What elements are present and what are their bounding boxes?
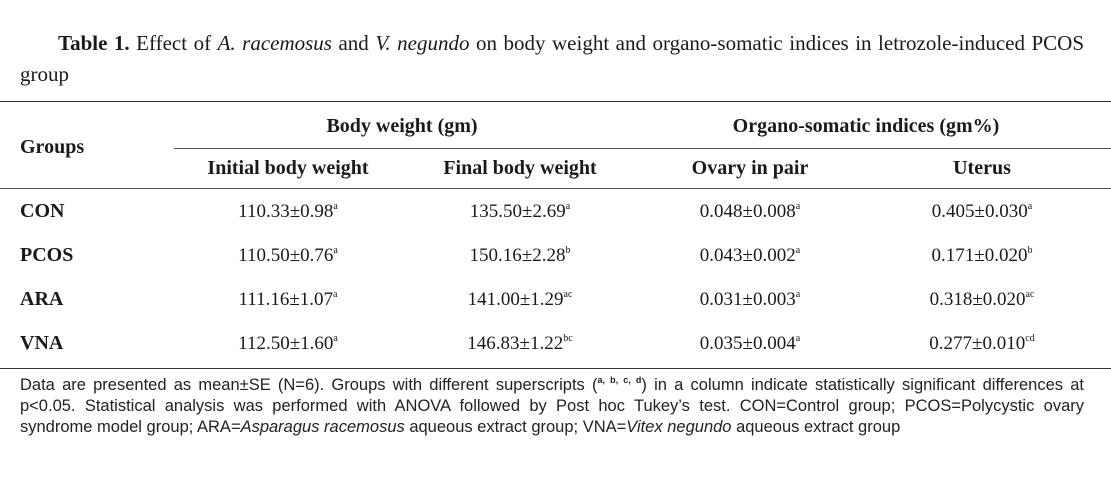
table-cell: 150.16±2.28b <box>469 245 571 266</box>
species-name: Vitex negundo <box>626 418 732 436</box>
body-weight-header: Body weight (gm) <box>326 115 478 137</box>
table-cell: 141.00±1.29ac <box>467 289 573 310</box>
table-cell: 135.50±2.69a <box>469 201 571 222</box>
caption-text: and <box>331 31 376 55</box>
table-cell: 112.50±1.60a <box>238 333 338 354</box>
table-cell: 146.83±1.22bc <box>467 333 573 354</box>
table-footnote: Data are presented as mean±SE (N=6). Gro… <box>20 375 1084 437</box>
caption-species-2: V. negundo <box>375 31 470 55</box>
superscript-key: a, b, c, d <box>597 375 642 385</box>
col-ovary-in-pair: Ovary in pair <box>691 157 809 179</box>
col-uterus: Uterus <box>953 157 1011 179</box>
table-cell: 110.33±0.98a <box>238 201 338 222</box>
table-cell: 0.035±0.004a <box>699 333 801 354</box>
species-name: Asparagus racemosus <box>240 418 405 436</box>
row-label: VNA <box>20 332 64 354</box>
table-cell: 0.277±0.010cd <box>929 333 1035 354</box>
table-cell: 111.16±1.07a <box>238 289 338 310</box>
groups-header: Groups <box>20 136 85 158</box>
caption-text: on body weight and organo-somatic indice… <box>20 31 1085 86</box>
header-bottom-rule <box>0 188 1111 189</box>
table-bottom-rule <box>0 368 1111 369</box>
organo-somatic-header: Organo-somatic indices (gm%) <box>732 115 1000 137</box>
row-label: ARA <box>20 288 64 310</box>
table-label: Table 1. <box>58 31 130 55</box>
table-top-rule <box>0 101 1111 102</box>
row-label: CON <box>20 200 65 222</box>
table-cell: 0.048±0.008a <box>699 201 801 222</box>
table-cell: 0.031±0.003a <box>699 289 801 310</box>
table-cell: 0.405±0.030a <box>931 201 1033 222</box>
row-label: PCOS <box>20 244 74 266</box>
table-cell: 0.171±0.020b <box>931 245 1033 266</box>
table-cell: 0.318±0.020ac <box>929 289 1035 310</box>
caption-text: Effect of <box>129 31 218 55</box>
table-cell: 0.043±0.002a <box>699 245 801 266</box>
table-cell: 110.50±0.76a <box>238 245 338 266</box>
group-header-rule <box>174 148 1111 149</box>
caption-species-1: A. racemosus <box>217 31 332 55</box>
table-caption: Table 1. Effect of A. racemosus and V. n… <box>20 28 1084 90</box>
col-final-body-weight: Final body weight <box>443 157 597 179</box>
col-initial-body-weight: Initial body weight <box>207 157 369 179</box>
